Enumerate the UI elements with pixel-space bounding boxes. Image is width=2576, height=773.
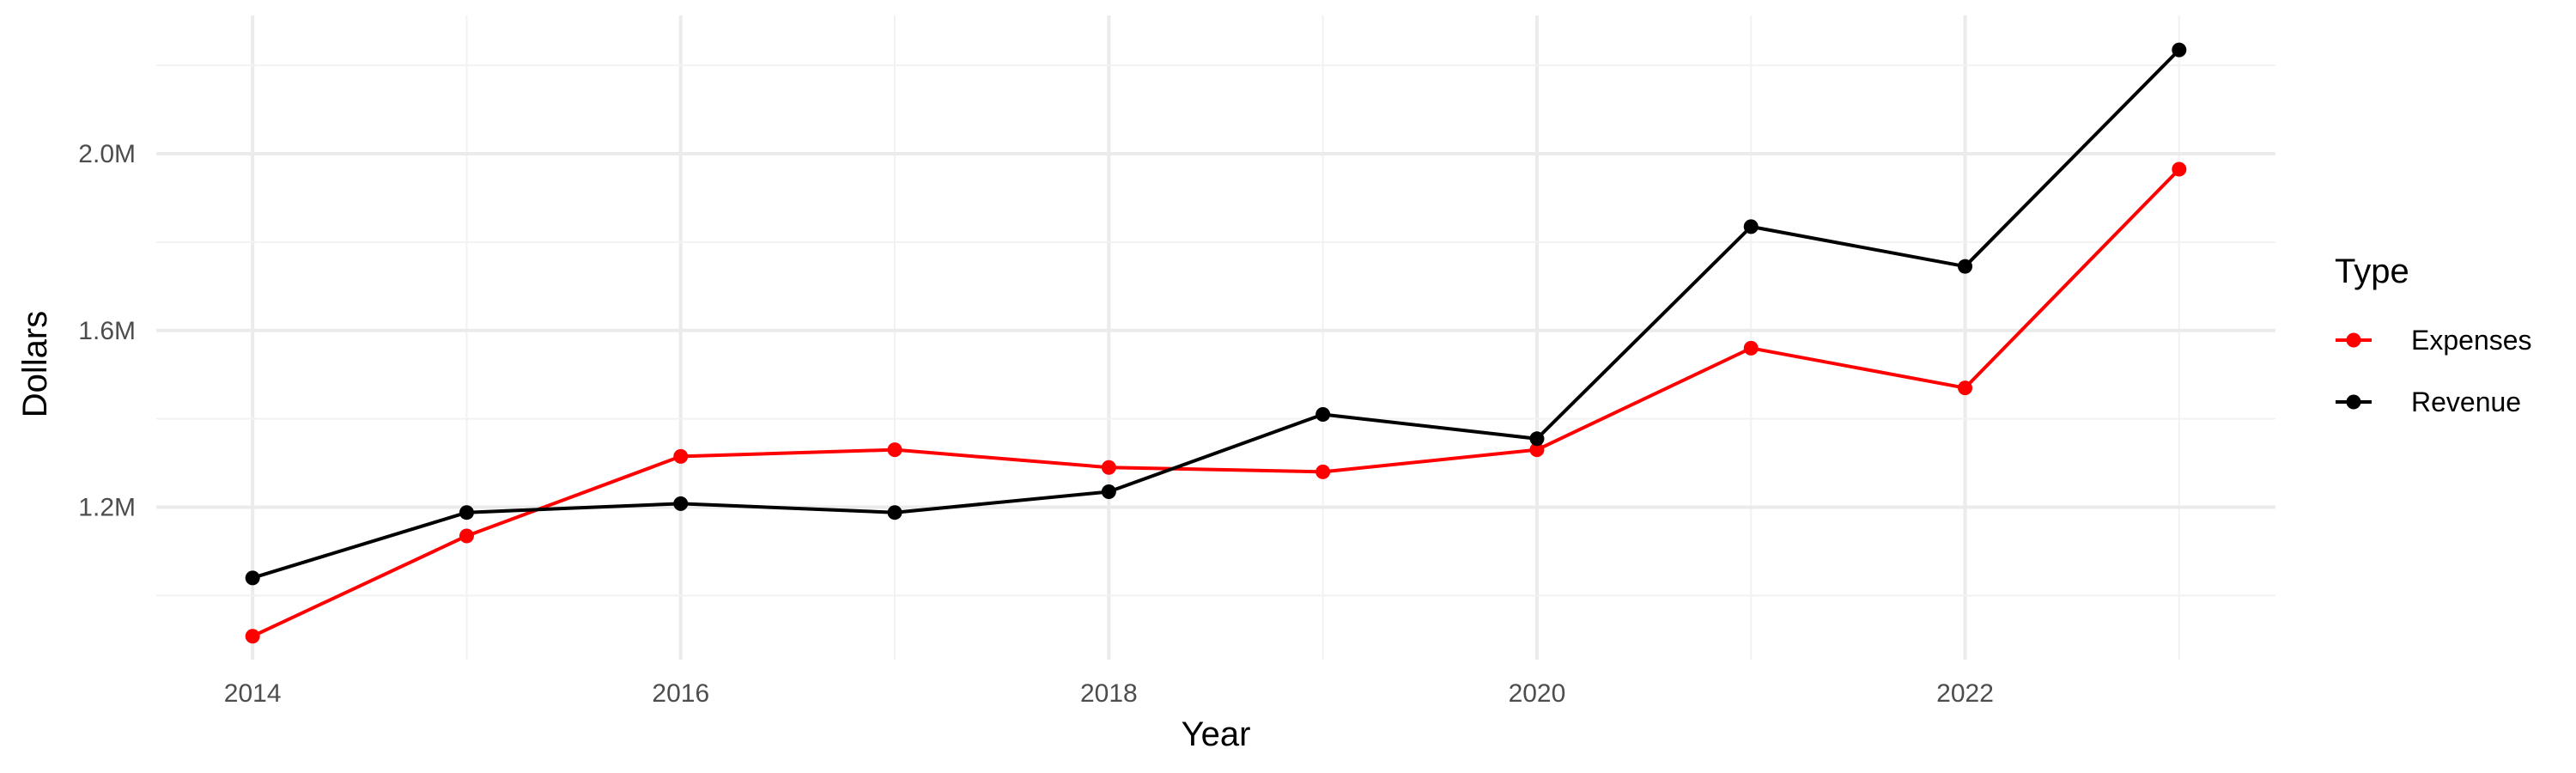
expenses-point [1529,442,1545,458]
legend-label: Expenses [2411,325,2532,356]
series-expenses [245,161,2187,644]
expenses-point [1958,380,1973,396]
revenue-point [1958,259,1973,274]
expenses-point [245,629,260,644]
y-tick-label: 1.2M [78,494,136,522]
legend-key-point [2346,394,2361,410]
legend-label: Revenue [2411,386,2521,417]
legend-item-revenue: Revenue [2336,386,2521,417]
expenses-point [1743,340,1759,356]
x-tick-labels: 2014 2016 2018 2020 2022 [224,679,1994,708]
grid [156,15,2275,660]
x-tick-label: 2014 [224,679,282,708]
legend-items: Expenses Revenue [2336,325,2532,417]
expenses-point [1101,460,1116,475]
revenue-point [1529,431,1545,447]
y-axis-title: Dollars [16,311,54,417]
expenses-point [887,442,902,458]
expenses-point [673,448,689,464]
y-tick-label: 1.6M [78,317,136,345]
revenue-point [245,570,260,586]
x-tick-label: 2018 [1080,679,1138,708]
x-tick-label: 2022 [1936,679,1994,708]
series-layer [245,42,2187,644]
legend-key-point [2346,332,2361,348]
expenses-point [459,528,474,544]
expenses-line [252,167,2181,638]
y-tick-labels: 1.2M 1.6M 2.0M [78,140,136,522]
revenue-point [1315,407,1331,423]
legend-title: Type [2335,253,2409,290]
x-tick-label: 2016 [652,679,709,708]
revenue-point [1743,219,1759,234]
revenue-point [1101,484,1116,500]
legend-item-expenses: Expenses [2336,325,2532,356]
revenue-point [459,505,474,520]
x-tick-label: 2020 [1509,679,1566,708]
y-tick-label: 2.0M [78,140,136,168]
expenses-point [2172,161,2187,177]
series-revenue [245,42,2187,586]
legend: Type Expenses Revenue [2335,253,2532,417]
revenue-point [673,496,689,511]
revenue-point [887,505,902,520]
expenses-point [1315,464,1331,479]
x-axis-title: Year [1182,715,1251,753]
revenue-line [252,48,2181,580]
revenue-point [2172,42,2187,58]
